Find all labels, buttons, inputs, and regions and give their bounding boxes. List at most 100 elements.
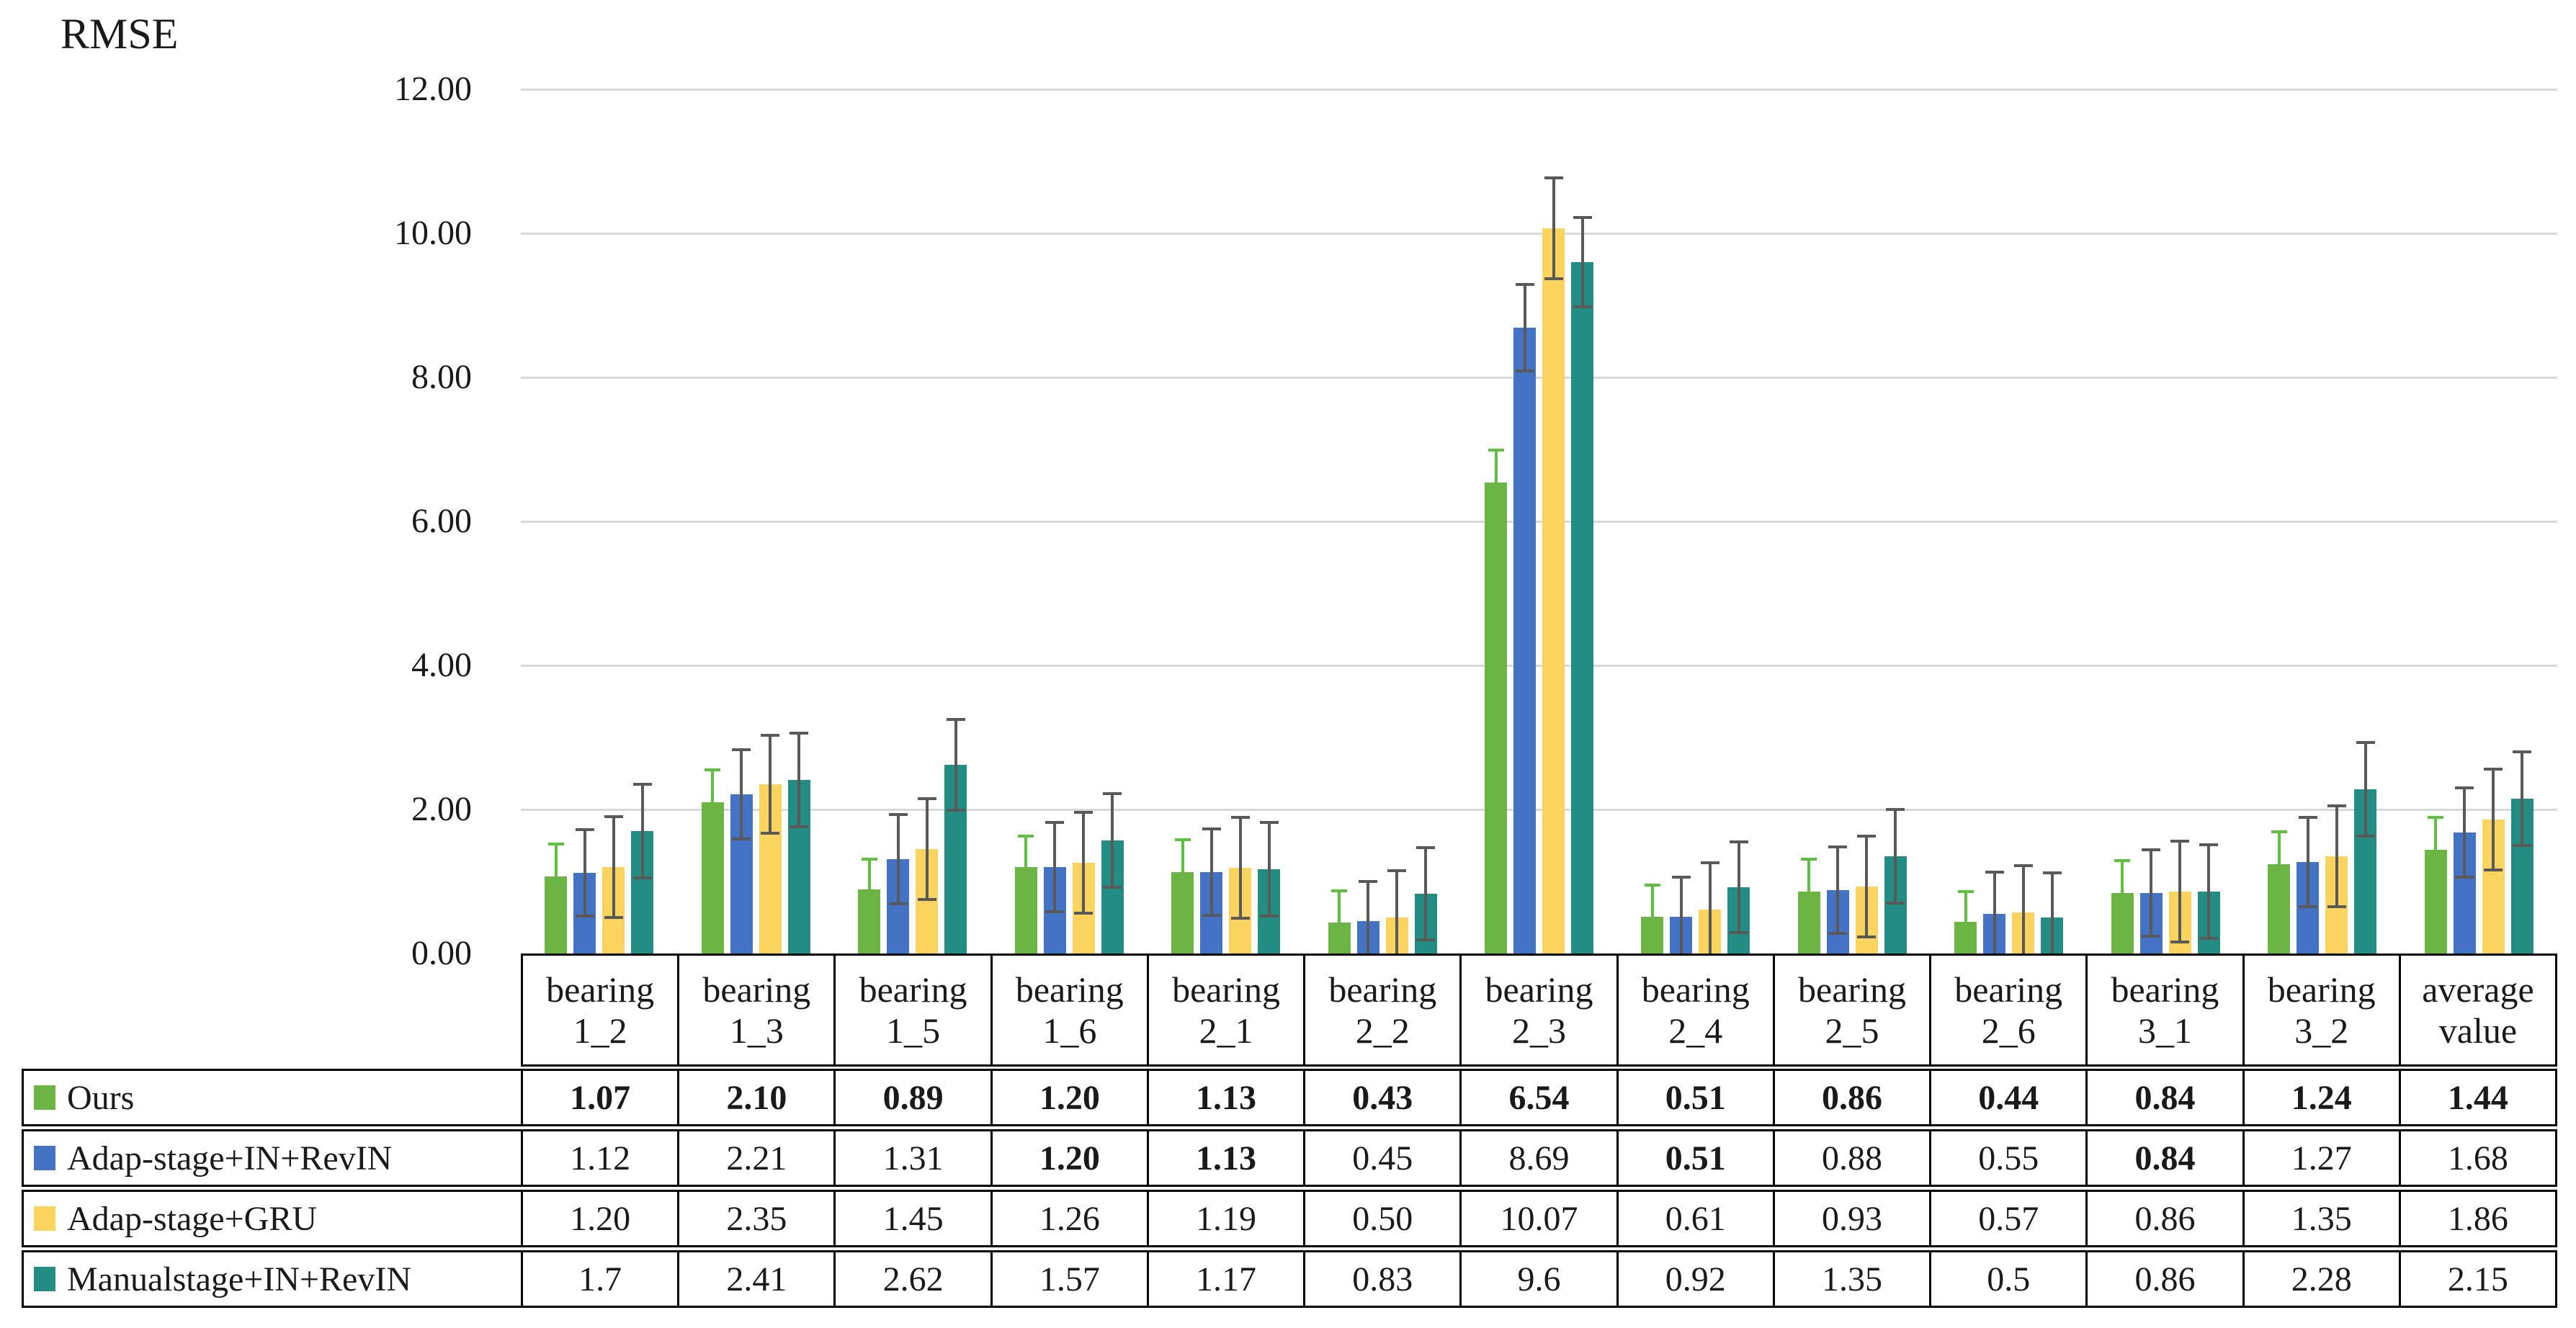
error-bar-top-cap [1018,835,1034,838]
y-tick-label: 8.00 [411,358,472,396]
error-bar-top-cap [1828,845,1848,848]
error-bar-top-cap [1957,890,1974,893]
error-bar [740,750,743,839]
category-name-line1: average [2422,969,2534,1010]
error-bar-bottom-cap [2170,941,2190,943]
error-bar [554,844,558,876]
value-cell: 1.45 [833,1192,990,1245]
category-name-line2: 3_1 [2137,1010,2192,1051]
error-bar-bottom-cap [1828,932,1848,935]
error-bar-bottom-cap [761,832,780,835]
error-bar [1181,840,1184,872]
error-bar-top-cap [1103,792,1122,795]
error-bar [1679,877,1683,954]
value-cell: 1.35 [2242,1192,2399,1245]
bar [1513,328,1536,954]
error-bar-top-cap [946,718,965,721]
category-header-cell: bearing 2_5 [1772,956,1929,1064]
category-name-line2: 1_2 [573,1010,627,1051]
category-header-cell: bearing 2_4 [1616,956,1773,1064]
error-bar-top-cap [2013,864,2033,867]
value-cell: 0.51 [1616,1131,1773,1185]
error-bar-top-cap [1416,846,1436,849]
table-row: Ours 1.07 2.10 0.89 1.20 1.13 0.43 6.54 0.51 0.86… [22,1069,2557,1126]
y-tick-label: 4.00 [411,646,472,684]
error-bar [1894,809,1897,903]
y-tick-label: 2.00 [411,790,472,828]
error-bar-bottom-cap [1886,902,1905,905]
gridline [521,377,2557,379]
error-bar [1024,836,1028,867]
table-row: Manualstage+IN+RevIN 1.7 2.41 2.62 1.57 1.17 0… [22,1250,2557,1308]
error-bar-bottom-cap [604,916,623,919]
error-bar [640,784,644,878]
error-bar [1053,822,1057,912]
error-bar [896,815,900,904]
bar [1171,872,1194,954]
bar [1954,922,1977,954]
category-header-cell: bearing 3_2 [2242,956,2399,1064]
bar [701,802,724,954]
error-bar-top-cap [1671,876,1691,879]
value-cell: 0.86 [2085,1252,2242,1306]
error-bar [1993,872,1996,954]
error-bar-top-cap [1700,861,1719,864]
value-cell: 1.44 [2398,1071,2555,1124]
error-bar-bottom-cap [2455,876,2474,879]
value-cell: 0.84 [2085,1071,2242,1124]
error-bar-bottom-cap [1729,931,1748,934]
category-name-line2: 1_6 [1042,1010,1097,1051]
y-tick-label: 6.00 [411,502,472,540]
error-bar-top-cap [917,797,936,800]
error-bar-top-cap [1544,176,1563,179]
category-name-line1: bearing [859,969,967,1010]
error-bar-top-cap [1230,816,1250,819]
value-cell: 1.07 [521,1071,677,1124]
category-name-line1: bearing [1485,969,1593,1010]
value-cell: 2.15 [2398,1252,2555,1306]
error-bar-bottom-cap [1103,886,1122,889]
legend-cell: Adap-stage+IN+RevIN [24,1131,521,1185]
legend-swatch [34,1146,55,1170]
bar [1328,923,1351,954]
error-bar-top-cap [2428,816,2444,819]
error-bar [2178,841,2182,942]
error-bar [1836,847,1840,933]
error-bar-top-cap [2327,804,2346,807]
error-bar [2434,817,2438,850]
error-bar-bottom-cap [2199,937,2219,940]
bar [1641,917,1664,954]
error-bar-top-cap [2484,768,2503,771]
category-header-cell: average value [2398,956,2555,1064]
y-tick-label: 0.00 [411,934,472,972]
error-bar-top-cap [1387,869,1407,872]
error-bar [954,719,957,810]
value-cell: 0.86 [2085,1192,2242,1245]
error-bar-top-cap [1202,827,1221,830]
error-bar [2150,850,2153,936]
bar [1571,262,1593,954]
error-bar-bottom-cap [790,825,809,828]
error-bar-top-cap [1174,838,1191,841]
error-bar-top-cap [705,768,721,771]
gridline [521,665,2557,667]
value-cell: 0.86 [1772,1071,1929,1124]
error-bar-bottom-cap [1074,912,1094,915]
value-cell: 1.57 [990,1252,1147,1306]
error-bar [612,817,615,918]
value-cell: 1.24 [2242,1071,2399,1124]
error-bar [867,859,871,889]
y-tick-label: 10.00 [394,214,472,252]
value-cell: 1.13 [1146,1131,1303,1185]
error-bar-top-cap [2142,848,2161,851]
error-bar [2335,806,2338,907]
error-bar [925,799,929,899]
value-cell: 0.83 [1303,1252,1459,1306]
category-name-line1: bearing [546,969,655,1010]
value-cell: 1.26 [990,1192,1147,1245]
category-name-line1: bearing [1641,969,1750,1010]
value-cell: 0.45 [1303,1131,1459,1185]
category-name-line2: 2_2 [1355,1010,1410,1051]
gridline [521,521,2557,523]
